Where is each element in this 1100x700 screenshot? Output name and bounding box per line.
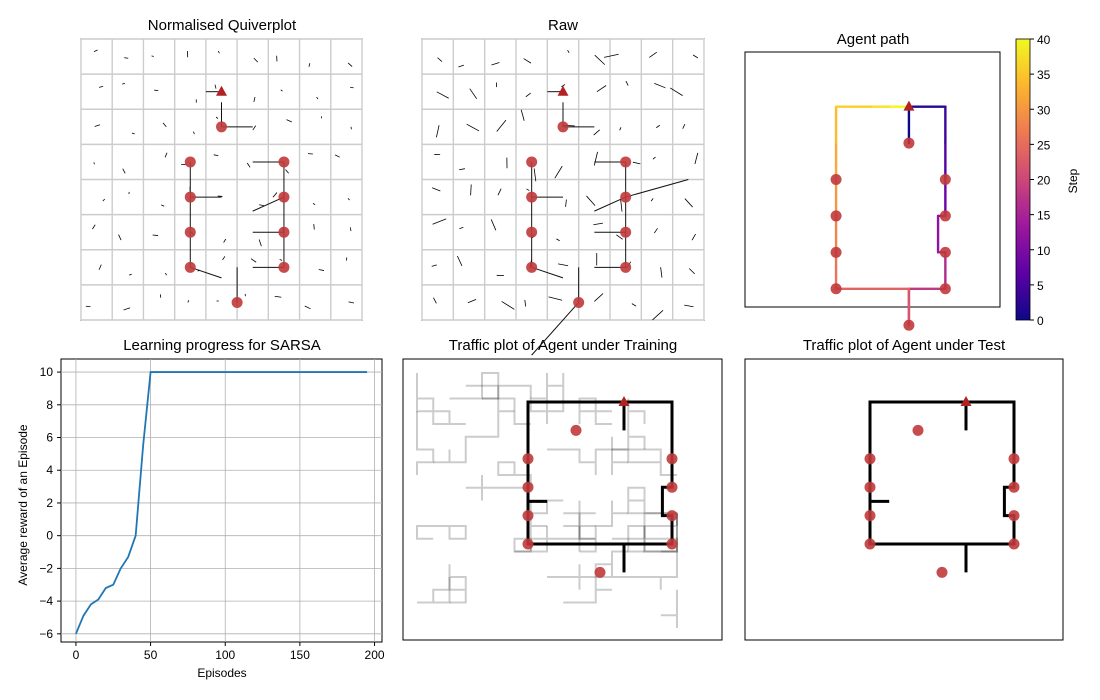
- checkpoint-marker: [667, 539, 678, 550]
- colorbar-tick-label: 40: [1037, 33, 1051, 47]
- checkpoint-marker: [558, 121, 569, 132]
- checkpoint-marker: [232, 297, 243, 308]
- checkpoint-marker: [595, 567, 606, 578]
- checkpoint-marker: [1009, 539, 1020, 550]
- checkpoint-marker: [278, 227, 289, 238]
- raw-title: Raw: [548, 17, 578, 34]
- y-tick-label: 6: [46, 431, 53, 445]
- colorbar-tick-label: 0: [1037, 314, 1044, 328]
- checkpoint-marker: [526, 227, 537, 238]
- colorbar-label: Step: [1066, 168, 1080, 193]
- colorbar-tick-label: 15: [1037, 209, 1051, 223]
- y-tick-label: −2: [39, 561, 53, 575]
- checkpoint-marker: [620, 262, 631, 273]
- quiver-title: Normalised Quiverplot: [148, 17, 297, 34]
- checkpoint-marker: [185, 192, 196, 203]
- checkpoint-marker: [865, 510, 876, 521]
- y-tick-label: −6: [39, 627, 53, 641]
- colorbar-tick-label: 25: [1037, 138, 1051, 152]
- checkpoint-marker: [526, 262, 537, 273]
- checkpoint-marker: [1009, 482, 1020, 493]
- checkpoint-marker: [523, 539, 534, 550]
- checkpoint-marker: [1009, 453, 1020, 464]
- checkpoint-marker: [278, 262, 289, 273]
- checkpoint-marker: [831, 283, 842, 294]
- traffic-train-title: Traffic plot of Agent under Training: [449, 337, 677, 354]
- checkpoint-marker: [865, 453, 876, 464]
- checkpoint-marker: [523, 510, 534, 521]
- checkpoint-marker: [620, 156, 631, 167]
- checkpoint-marker: [526, 192, 537, 203]
- checkpoint-marker: [526, 156, 537, 167]
- checkpoint-marker: [865, 482, 876, 493]
- checkpoint-marker: [940, 283, 951, 294]
- vector-arrow: [153, 235, 158, 236]
- colorbar-tick-label: 20: [1037, 174, 1051, 188]
- y-tick-label: −4: [39, 594, 53, 608]
- colorbar-tick-label: 30: [1037, 103, 1051, 117]
- panel-frame: [745, 52, 1000, 307]
- x-tick-label: 0: [73, 648, 80, 662]
- checkpoint-marker: [667, 453, 678, 464]
- x-tick-label: 100: [215, 648, 235, 662]
- checkpoint-marker: [940, 210, 951, 221]
- checkpoint-marker: [903, 138, 914, 149]
- checkpoint-marker: [620, 192, 631, 203]
- y-tick-label: 0: [46, 529, 53, 543]
- colorbar: [1016, 39, 1030, 320]
- checkpoint-marker: [940, 174, 951, 185]
- agent-path-title: Agent path: [837, 31, 910, 48]
- learning-title: Learning progress for SARSA: [123, 337, 321, 354]
- x-tick-label: 150: [290, 648, 310, 662]
- checkpoint-marker: [571, 425, 582, 436]
- vector-arrow: [314, 224, 315, 229]
- y-tick-label: 2: [46, 496, 53, 510]
- checkpoint-marker: [573, 297, 584, 308]
- checkpoint-marker: [278, 156, 289, 167]
- colorbar-tick-label: 35: [1037, 68, 1051, 82]
- traffic-test-title: Traffic plot of Agent under Test: [803, 337, 1006, 354]
- checkpoint-marker: [667, 510, 678, 521]
- y-tick-label: 10: [40, 365, 54, 379]
- checkpoint-marker: [278, 192, 289, 203]
- colorbar-tick-label: 5: [1037, 279, 1044, 293]
- checkpoint-marker: [831, 247, 842, 258]
- plot-frame: [61, 359, 382, 642]
- checkpoint-marker: [523, 453, 534, 464]
- checkpoint-marker: [937, 567, 948, 578]
- checkpoint-marker: [903, 320, 914, 331]
- checkpoint-marker: [185, 156, 196, 167]
- x-tick-label: 50: [144, 648, 158, 662]
- checkpoint-marker: [667, 482, 678, 493]
- checkpoint-marker: [620, 227, 631, 238]
- colorbar-tick-label: 10: [1037, 244, 1051, 258]
- x-tick-label: 200: [365, 648, 385, 662]
- checkpoint-marker: [1009, 510, 1020, 521]
- checkpoint-marker: [185, 262, 196, 273]
- checkpoint-marker: [523, 482, 534, 493]
- learning-xlabel: Episodes: [197, 666, 246, 680]
- checkpoint-marker: [831, 210, 842, 221]
- learning-ylabel: Average reward of an Episode: [16, 424, 30, 586]
- checkpoint-marker: [216, 121, 227, 132]
- checkpoint-marker: [940, 247, 951, 258]
- y-tick-label: 8: [46, 398, 53, 412]
- checkpoint-marker: [831, 174, 842, 185]
- checkpoint-marker: [185, 227, 196, 238]
- checkpoint-marker: [865, 539, 876, 550]
- y-tick-label: 4: [46, 463, 53, 477]
- checkpoint-marker: [913, 425, 924, 436]
